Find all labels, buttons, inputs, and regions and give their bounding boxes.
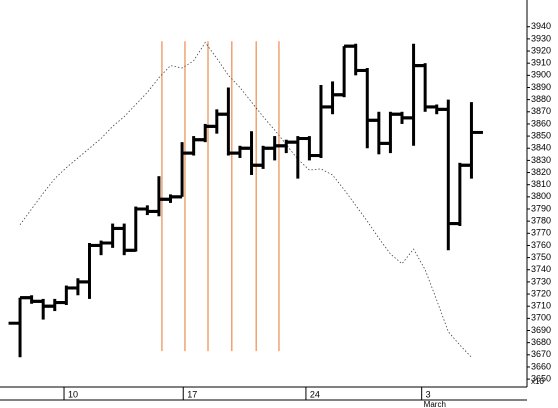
y-tick-label: 3700 bbox=[531, 313, 551, 323]
y-tick-label: 3820 bbox=[531, 167, 551, 177]
y-tick-label: 3750 bbox=[531, 252, 551, 262]
y-tick-label: 3830 bbox=[531, 155, 551, 165]
y-tick-label: 3760 bbox=[531, 240, 551, 250]
y-tick-label: 3740 bbox=[531, 264, 551, 274]
y-tick-label: 3910 bbox=[531, 58, 551, 68]
y-tick-label: 3780 bbox=[531, 216, 551, 226]
month-label: March bbox=[424, 400, 446, 408]
y-tick-label: 3900 bbox=[531, 70, 551, 80]
x-tick-label: 3 bbox=[426, 389, 431, 399]
x-tick-label: 10 bbox=[68, 389, 78, 399]
y-tick-label: 3920 bbox=[531, 45, 551, 55]
y-tick-label: 3930 bbox=[531, 33, 551, 43]
y-tick-label: 3800 bbox=[531, 191, 551, 201]
y-tick-label: 3770 bbox=[531, 228, 551, 238]
y-tick-label: 3860 bbox=[531, 118, 551, 128]
y-tick-label: 3840 bbox=[531, 143, 551, 153]
y-tick-label: 3650 bbox=[531, 373, 551, 383]
y-tick-label: 3730 bbox=[531, 276, 551, 286]
y-tick-label: 3710 bbox=[531, 301, 551, 311]
y-tick-label: 3850 bbox=[531, 130, 551, 140]
y-tick-label: 3870 bbox=[531, 106, 551, 116]
x-tick-label: 17 bbox=[187, 389, 197, 399]
y-tick-label: 3660 bbox=[531, 361, 551, 371]
y-tick-label: 3680 bbox=[531, 337, 551, 347]
y-tick-label: 3940 bbox=[531, 21, 551, 31]
y-tick-label: 3890 bbox=[531, 82, 551, 92]
y-tick-label: 3670 bbox=[531, 349, 551, 359]
y-tick-label: 3720 bbox=[531, 288, 551, 298]
y-tick-label: 3880 bbox=[531, 94, 551, 104]
y-axis-note: x10 bbox=[531, 377, 544, 386]
y-tick-label: 3810 bbox=[531, 179, 551, 189]
y-tick-label: 3790 bbox=[531, 203, 551, 213]
dotted-line bbox=[19, 41, 472, 358]
x-tick-label: 24 bbox=[310, 389, 320, 399]
y-tick-label: 3690 bbox=[531, 325, 551, 335]
